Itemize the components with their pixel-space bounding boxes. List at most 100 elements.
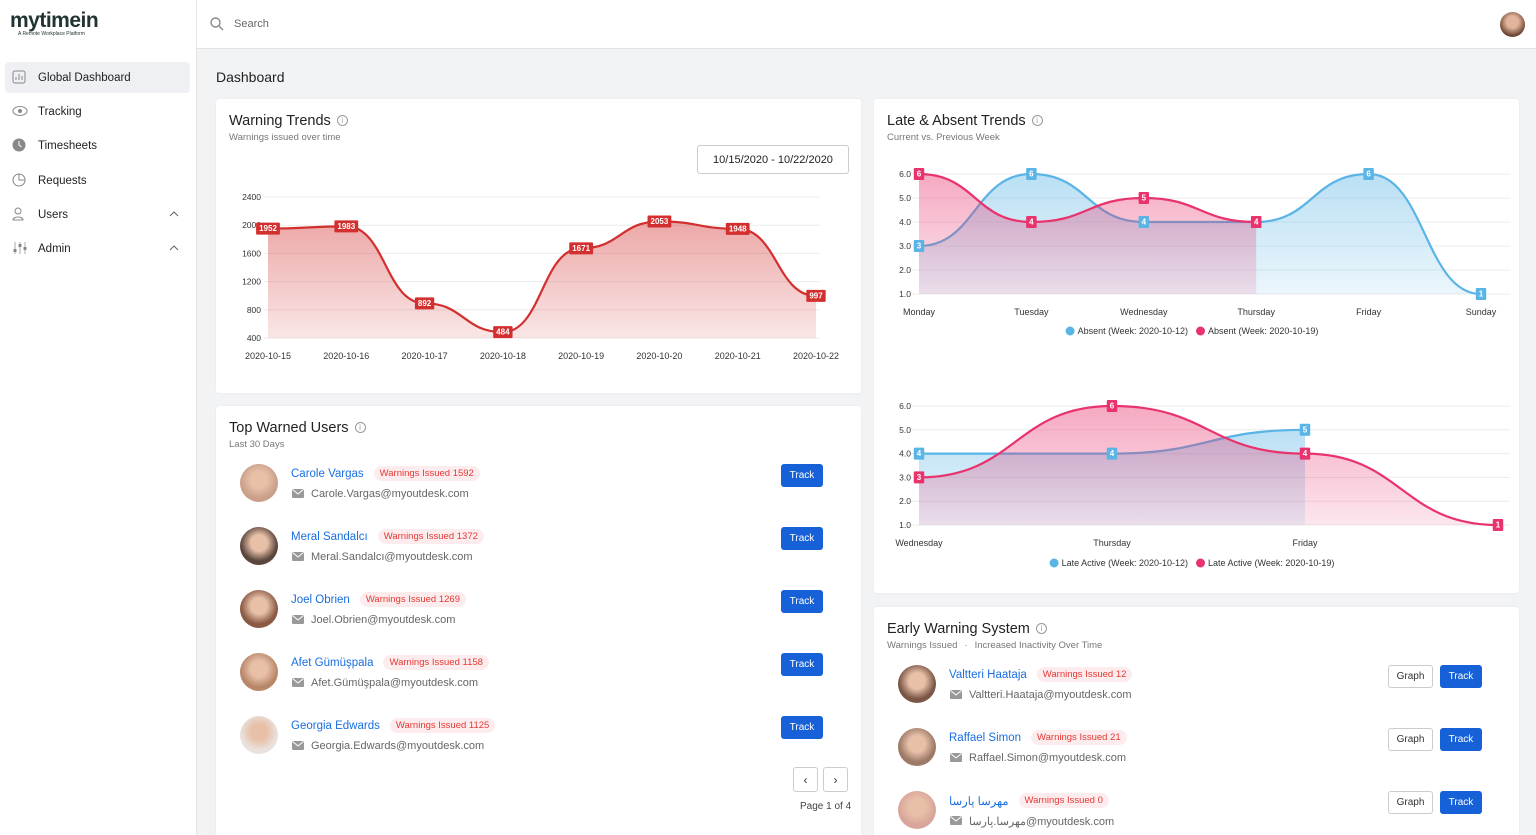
legend-marker <box>1049 558 1059 568</box>
x-tick-label: Wednesday <box>895 538 943 548</box>
avatar <box>898 791 936 829</box>
y-tick-label: 1.0 <box>899 289 911 299</box>
track-button[interactable]: Track <box>781 716 823 739</box>
x-tick-label: 2020-10-19 <box>558 351 604 361</box>
user-email: Afet.Gümüşpala@myoutdesk.com <box>311 677 479 689</box>
y-tick-label: 5.0 <box>899 193 911 203</box>
data-label: 6 <box>1026 168 1037 180</box>
data-label-text: 892 <box>418 299 432 308</box>
track-button[interactable]: Track <box>781 653 823 676</box>
track-button[interactable]: Track <box>1440 791 1482 814</box>
data-label-text: 6 <box>1110 402 1115 411</box>
data-label-text: 1 <box>1479 290 1484 299</box>
data-label-text: 3 <box>917 242 922 251</box>
envelope-flap <box>950 816 962 822</box>
legend-label: Late Active (Week: 2020-10-19) <box>1208 558 1334 568</box>
user-avatar[interactable] <box>1500 12 1525 37</box>
warning-badge: Warnings Issued 1125 <box>389 718 496 733</box>
avatar <box>240 464 278 502</box>
x-tick-label: 2020-10-22 <box>793 351 839 361</box>
user-name[interactable]: Carole Vargas <box>291 467 364 480</box>
data-label-text: 6 <box>917 170 922 179</box>
user-name[interactable]: Meral Sandalcı <box>291 530 368 543</box>
data-label-box <box>256 222 280 235</box>
info-icon[interactable]: i <box>1035 623 1047 634</box>
data-label-text: 2053 <box>651 217 669 226</box>
user-heading: Meral Sandalcı Warnings Issued 1372 <box>291 529 484 544</box>
track-button[interactable]: Track <box>1440 665 1482 688</box>
data-label-box <box>913 168 925 180</box>
y-tick-label: 4.0 <box>899 217 911 227</box>
y-tick-label: 6.0 <box>899 401 911 411</box>
user-email: Meral.Sandalcı@myoutdesk.com <box>311 551 473 563</box>
card-title: Top Warned Users i <box>229 420 366 436</box>
envelope-flap <box>292 489 304 495</box>
y-tick-label: 2.0 <box>899 265 911 275</box>
track-button[interactable]: Track <box>781 527 823 550</box>
nav-item[interactable]: Tracking <box>5 96 190 127</box>
user-email: Joel.Obrien@myoutdesk.com <box>311 614 456 626</box>
y-tick-label: 5.0 <box>899 425 911 435</box>
x-tick-label: 2020-10-21 <box>715 351 761 361</box>
legend-label: Absent (Week: 2020-10-19) <box>1208 326 1318 336</box>
search-input[interactable]: Search <box>234 18 269 30</box>
data-label: 1948 <box>725 222 750 235</box>
user-name[interactable]: Joel Obrien <box>291 593 350 606</box>
graph-button[interactable]: Graph <box>1388 791 1433 814</box>
next-page[interactable]: › <box>823 767 848 792</box>
data-label: 4 <box>913 447 925 460</box>
data-label-box <box>1475 288 1487 300</box>
card-top-warned: Top Warned Users i Last 30 Days ‹ › Page … <box>216 406 861 835</box>
info-icon[interactable]: i <box>336 115 348 126</box>
user-name[interactable]: Afet Gümüşpala <box>291 656 374 669</box>
tab[interactable]: Warnings Issued <box>887 640 958 651</box>
graph-button[interactable]: Graph <box>1388 665 1433 688</box>
track-button[interactable]: Track <box>1440 728 1482 751</box>
user-name[interactable]: Valtteri Haataja <box>949 668 1027 681</box>
data-label: 4 <box>1250 216 1262 228</box>
data-label-box <box>334 220 359 233</box>
y-tick-label: 3.0 <box>899 472 911 482</box>
user-email: Georgia.Edwards@myoutdesk.com <box>311 740 485 752</box>
prev-page[interactable]: ‹ <box>793 767 818 792</box>
info-icon[interactable]: i <box>354 422 366 433</box>
data-label: 6 <box>1363 168 1374 180</box>
info-icon[interactable]: i <box>1031 115 1043 126</box>
warning-badge: Warnings Issued 12 <box>1036 667 1133 682</box>
data-label-text: 1 <box>1496 521 1501 530</box>
data-label-box <box>806 289 826 302</box>
search-icon <box>210 17 224 31</box>
nav-item[interactable]: Admin <box>5 233 190 264</box>
email-icon <box>950 816 962 825</box>
data-label-text: 5 <box>1142 194 1147 203</box>
nav-label: Timesheets <box>38 139 98 152</box>
warning-badge: Warnings Issued 1372 <box>377 529 484 544</box>
data-label: 6 <box>1106 400 1118 412</box>
data-label-box <box>913 240 925 252</box>
date-range-picker[interactable]: 10/15/2020 - 10/22/2020 <box>697 145 849 174</box>
data-label-text: 5 <box>1303 425 1308 434</box>
chevron <box>169 245 179 251</box>
user-email: Valtteri.Haataja@myoutdesk.com <box>969 689 1132 701</box>
user-name[interactable]: Georgia Edwards <box>291 719 380 732</box>
nav-item[interactable]: Timesheets <box>5 130 190 161</box>
data-label-box <box>1026 216 1037 228</box>
icon <box>13 242 27 254</box>
data-label: 892 <box>414 297 435 310</box>
data-label: 5 <box>1299 423 1311 436</box>
nav-item[interactable]: Global Dashboard <box>5 62 190 93</box>
envelope-flap <box>950 690 962 696</box>
chevron <box>169 211 179 217</box>
user-name[interactable]: Raffael Simon <box>949 731 1022 744</box>
track-button[interactable]: Track <box>781 590 823 613</box>
user-heading: Raffael Simon Warnings Issued 21 <box>949 730 1127 745</box>
graph-button[interactable]: Graph <box>1388 728 1433 751</box>
tab[interactable]: Increased Inactivity Over Time <box>974 640 1103 651</box>
data-label: 1 <box>1475 288 1487 300</box>
user-name[interactable]: مهرسا پارسا <box>949 795 1009 808</box>
data-label-text: 4 <box>1254 218 1259 227</box>
y-tick-label: 1200 <box>242 277 261 287</box>
nav-item[interactable]: Users <box>5 199 190 230</box>
nav-item[interactable]: Requests <box>5 165 190 196</box>
track-button[interactable]: Track <box>781 464 823 487</box>
